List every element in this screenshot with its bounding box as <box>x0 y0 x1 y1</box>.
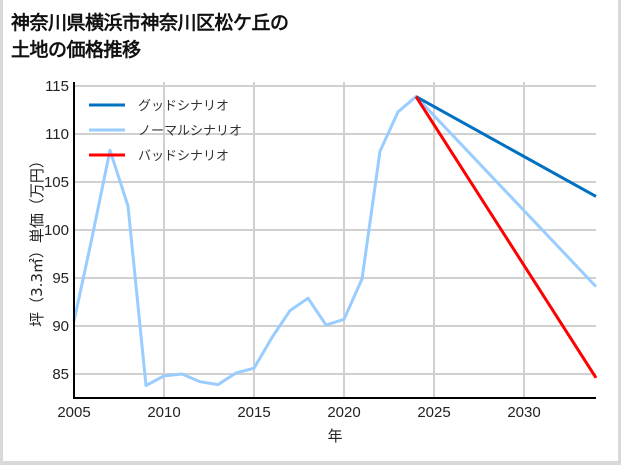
chart-title-line2: 土地の価格推移 <box>11 39 141 61</box>
y-tick-label: 105 <box>44 174 69 191</box>
legend-label: ノーマルシナリオ <box>138 124 242 139</box>
y-tick-label: 100 <box>44 222 69 239</box>
x-tick-label: 2020 <box>327 404 360 421</box>
series-line <box>415 95 597 198</box>
y-tick-label: 95 <box>52 270 69 287</box>
y-tick-label: 110 <box>45 126 69 143</box>
x-tick-label: 2030 <box>507 404 540 421</box>
x-tick-label: 2005 <box>57 404 90 421</box>
tick-labels: 85 90 95 100 105 110 115 2005 2010 2015 2020 2025 20… <box>44 78 541 421</box>
y-axis-label: 坪（3.3㎡）単価（万円） <box>28 153 46 327</box>
legend-label: バッドシナリオ <box>138 149 229 164</box>
series-line <box>72 95 598 387</box>
y-tick-label: 115 <box>45 78 69 95</box>
grid-lines <box>74 82 596 398</box>
axes <box>73 82 596 399</box>
x-axis-label: 年 <box>327 427 342 445</box>
x-tick-label: 2025 <box>417 404 450 421</box>
legend-label: グッドシナリオ <box>138 99 229 114</box>
y-tick-label: 90 <box>52 318 69 335</box>
series-line <box>414 95 598 379</box>
x-tick-label: 2010 <box>147 404 180 421</box>
chart-title-line1: 神奈川県横浜市神奈川区松ケ丘の <box>11 12 289 34</box>
series-lines <box>72 95 598 387</box>
chart-title: 神奈川県横浜市神奈川区松ケ丘の 土地の価格推移 <box>11 10 289 64</box>
x-tick-label: 2015 <box>237 404 270 421</box>
y-tick-label: 85 <box>52 366 69 383</box>
